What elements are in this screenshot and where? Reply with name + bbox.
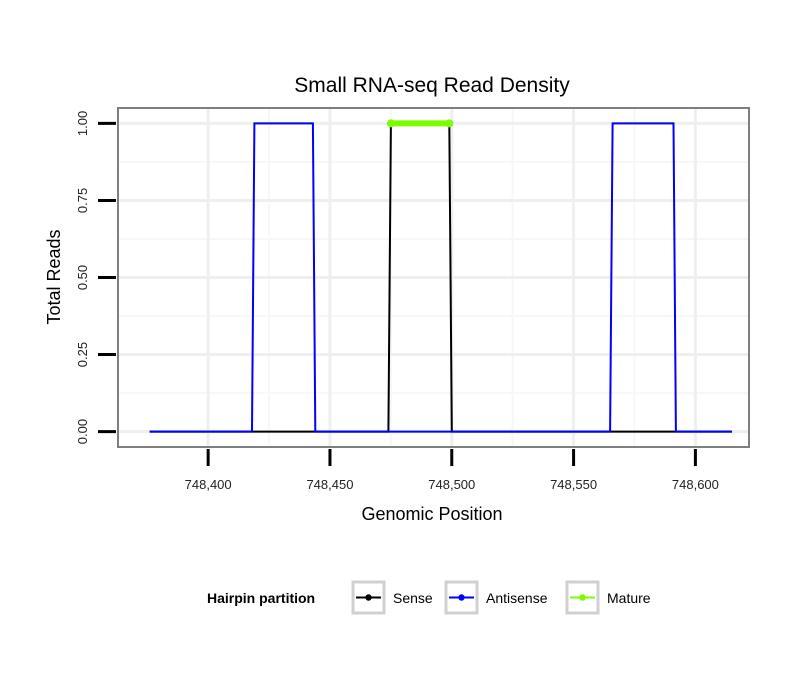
plot-panel-border xyxy=(117,107,750,448)
x-tick-label: 748,550 xyxy=(550,477,597,492)
legend-title: Hairpin partition xyxy=(207,590,315,606)
legend-label: Mature xyxy=(607,590,651,606)
x-axis-title: Genomic Position xyxy=(361,504,502,524)
legend-item-mature: Mature xyxy=(565,580,651,615)
y-tick-label: 0.00 xyxy=(75,419,90,444)
series-point-mature xyxy=(386,119,395,128)
y-tick-label: 0.75 xyxy=(75,188,90,213)
legend-key-point xyxy=(579,594,586,601)
y-tick-label: 1.00 xyxy=(75,111,90,136)
y-axis-title: Total Reads xyxy=(44,229,64,324)
y-tick-label: 0.25 xyxy=(75,342,90,367)
legend-key-point xyxy=(458,594,465,601)
x-tick-label: 748,600 xyxy=(672,477,719,492)
x-tick-label: 748,400 xyxy=(185,477,232,492)
legend-label: Antisense xyxy=(486,590,548,606)
y-axis-ticks: 0.00 0.25 0.50 0.75 1.00 xyxy=(75,111,116,444)
legend-key-point xyxy=(365,594,372,601)
series-line-antisense xyxy=(149,122,732,433)
x-tick-label: 748,500 xyxy=(428,477,475,492)
legend-item-sense: Sense xyxy=(351,580,433,615)
grid xyxy=(118,108,749,447)
legend-item-antisense: Antisense xyxy=(444,580,548,615)
series-point-mature xyxy=(445,119,454,128)
chart-title: Small RNA-seq Read Density xyxy=(294,74,570,97)
x-tick-label: 748,450 xyxy=(306,477,353,492)
legend-label: Sense xyxy=(393,590,433,606)
series-lines xyxy=(149,119,732,433)
y-tick-label: 0.50 xyxy=(75,265,90,290)
x-axis-ticks: 748,400 748,450 748,500 748,550 748,600 xyxy=(185,449,719,492)
legend: Hairpin partition Sense Antisense Mature xyxy=(207,580,651,615)
